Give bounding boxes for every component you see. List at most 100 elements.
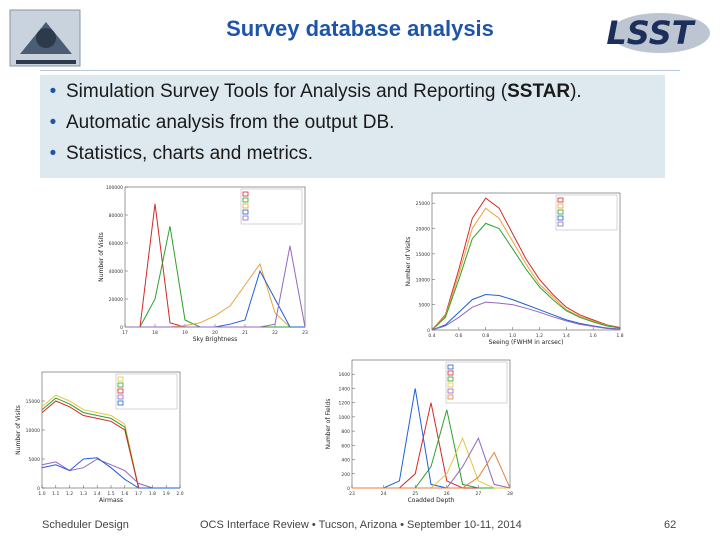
bullet-text: ). [570,81,582,102]
y-tick-label: 40000 [109,269,123,275]
logo-text: LSST [606,14,695,52]
x-tick-label: 19 [182,330,188,336]
x-tick-label: 18 [152,330,158,336]
series-line [431,293,621,331]
legend-swatch [447,370,454,376]
y-tick-label: 80000 [109,213,123,219]
y-tick-label: 1000 [339,415,351,421]
y-tick-label: 20000 [109,297,123,303]
plot-area [41,371,181,489]
telescope-logo [9,9,81,67]
plot-area [124,186,306,328]
x-tick-label: 22 [272,330,278,336]
x-tick-label: 1.5 [107,491,114,497]
x-tick-label: 27 [476,491,482,497]
series-line [431,207,621,331]
legend-swatch [117,394,124,400]
page-number: 62 [664,519,677,531]
y-tick-label: 1400 [339,386,351,392]
bullet-bold: SSTAR [507,81,571,102]
plot-area [431,192,621,331]
legend-box [555,194,618,231]
x-tick-label: 1.4 [94,491,101,497]
x-tick-label: 1.8 [616,333,623,339]
y-tick-label: 15000 [26,399,40,405]
x-tick-label: 0.8 [482,333,489,339]
legend-swatch [557,221,564,227]
bullet: • Simulation Survey Tools for Analysis an… [49,81,582,102]
x-tick-label: 1.1 [52,491,59,497]
legend-box [115,373,178,410]
legend-swatch [447,364,454,370]
x-tick-label: 21 [242,330,248,336]
legend-swatch [242,197,249,203]
x-axis-label: Seeing (FWHM in arcsec) [489,339,564,346]
legend-swatch [447,382,454,388]
logo-galaxy [610,13,710,53]
y-tick-label: 60000 [109,241,123,247]
legend-swatch [242,191,249,197]
series-line [431,197,621,331]
y-tick-label: 15000 [416,252,430,258]
y-tick-label: 1200 [339,401,351,407]
y-tick-label: 20000 [416,227,430,233]
legend-swatch [117,400,124,406]
bullet-text: Statistics, charts and metrics. [66,143,314,164]
x-tick-label: 1.6 [121,491,128,497]
y-tick-label: 800 [341,429,350,435]
title-rule [40,70,680,71]
x-tick-label: 1.2 [66,491,73,497]
x-tick-label: 1.4 [563,333,570,339]
y-tick-label: 0 [427,328,430,334]
bullet-box: • Simulation Survey Tools for Analysis an… [40,75,665,178]
y-tick-label: 0 [120,325,123,331]
x-tick-label: 24 [381,491,387,497]
slide-title: Survey database analysis [226,16,494,41]
legend-swatch [557,209,564,215]
legend-swatch [242,203,249,209]
legend-swatch [242,215,249,221]
x-tick-label: 26 [444,491,450,497]
y-tick-label: 200 [341,472,350,478]
legend-swatch [117,382,124,388]
y-axis-label: Number of Fields [325,399,332,450]
series-line [125,245,306,328]
legend-swatch [447,376,454,382]
legend-box [445,361,508,404]
y-tick-label: 0 [347,486,350,492]
y-tick-label: 100000 [106,185,123,191]
x-tick-label: 23 [302,330,308,336]
x-tick-label: 1.2 [536,333,543,339]
y-axis-label: Number of Visits [98,232,105,282]
legend-swatch [557,215,564,221]
legend-box [240,188,303,225]
legend-swatch [242,209,249,215]
x-tick-label: 1.7 [135,491,142,497]
x-tick-label: 1.8 [149,491,156,497]
series-line [352,451,511,489]
x-tick-label: 23 [349,491,355,497]
x-tick-label: 1.3 [80,491,87,497]
x-axis-label: Coadded Depth [408,497,455,504]
y-tick-label: 5000 [419,303,431,309]
footer-left: Scheduler Design [42,519,129,531]
y-tick-label: 5000 [29,457,41,463]
x-tick-label: 25 [412,491,418,497]
y-tick-label: 25000 [416,201,430,207]
series-line [431,301,621,331]
y-axis-label: Number of Visits [15,405,22,455]
y-tick-label: 10000 [26,428,40,434]
x-tick-label: 0.6 [455,333,462,339]
x-tick-label: 2.0 [176,491,183,497]
x-tick-label: 28 [507,491,513,497]
legend-swatch [117,388,124,394]
plot-area [351,359,511,489]
series-line [41,457,180,489]
x-tick-label: 1.0 [38,491,45,497]
x-axis-label: Airmass [99,497,123,504]
logo-mirror [36,28,56,48]
legend-swatch [557,197,564,203]
legend-swatch [447,394,454,400]
bullet-text: Automatic analysis from the output DB. [66,112,395,133]
y-tick-label: 400 [341,458,350,464]
